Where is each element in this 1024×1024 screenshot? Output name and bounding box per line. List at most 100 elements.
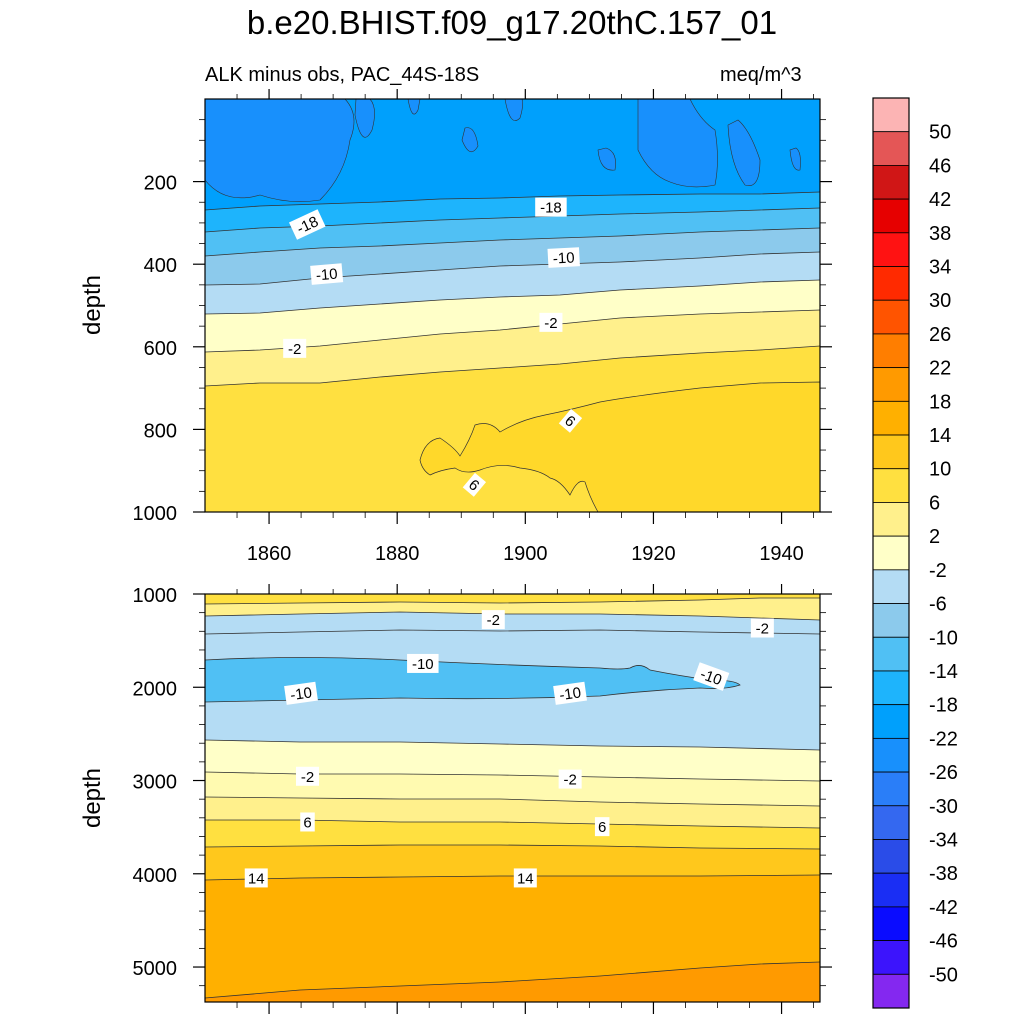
colorbar-swatch [872,771,910,807]
colorbar-swatch [872,502,910,537]
lower-y-tick-label: 1000 [133,585,178,607]
colorbar-swatch [872,973,910,1009]
upper-x-tick-label: 1900 [503,543,548,565]
lower-contour-label-bg [558,769,582,789]
contour-labels: -18-18-10-10-2-266-2 -2-10-10-10 -10-2 -26 6… [244,197,774,888]
lower-contour-label: 6 [594,817,610,837]
lower-contour-label-bg [553,681,588,705]
upper-contour-label-text: -2 [544,315,557,332]
upper-x-tick-label: 1920 [631,543,676,565]
upper-x-tick-label: 1940 [759,543,804,565]
lower-contour-label: -10 [693,662,730,691]
colorbar-swatch [872,940,910,975]
colorbar-tick-label: 50 [929,122,951,144]
colorbar-tick-label: -42 [929,897,958,919]
colorbar-tick-label: -18 [929,695,958,717]
colorbar-tick-label: 22 [929,358,951,380]
lower-y-axis-label: depth [79,768,106,828]
colorbar-swatch [872,468,910,503]
axis-ticks: 200 400 600 800 1000 1860 1880 1900 1920 1940 1000… [133,89,832,1014]
lower-contour-label-bg [594,817,610,837]
lower-contour-label-text: 14 [248,870,265,887]
upper-y-tick-label: 800 [144,420,177,442]
upper-y-tick-label: 200 [144,173,177,195]
colorbar-swatch [872,165,910,200]
lower-contour-label: 14 [513,868,537,888]
lower-contour-label: -10 [407,653,439,673]
colorbar-swatch [872,670,910,706]
lower-contour-label: 14 [244,868,268,888]
lower-contour-label-text: -2 [301,769,314,786]
lower-contour-label-bg [284,681,318,705]
lower-contour-label: -10 [553,681,588,705]
colorbar-tick-label: -50 [929,964,958,986]
upper-contour-label-text: -10 [315,266,338,285]
colorbar-swatch [872,97,910,133]
upper-contour-label-bg [283,338,307,358]
lower-contour-label-bg [750,618,774,638]
lower-contour-label: -2 [750,618,774,638]
colorbar-tick-label: 10 [929,459,951,481]
lower-contour-label-text: -10 [289,684,313,704]
upper-contour-label-bg [558,408,583,433]
lower-contour-label-text: -2 [487,612,500,629]
upper-contour-label: -10 [310,263,344,285]
colorbar-swatch [872,535,910,571]
colorbar-tick-label: 42 [929,189,951,211]
upper-y-tick-label: 1000 [133,503,178,525]
lower-contour-label-text: -10 [412,656,434,673]
upper-contour-label-text: -18 [540,200,562,217]
colorbar-swatch [872,367,910,402]
upper-contour-label-bg [535,197,567,217]
upper-y-tick-label: 400 [144,255,177,277]
lower-plot-frame [204,593,821,1003]
lower-contour-label-bg [693,662,730,691]
colorbar-tick-label: -22 [929,728,958,750]
lower-contour-label-bg [296,766,319,786]
colorbar-tick-label: -26 [929,762,958,784]
upper-contour-label: -2 [539,312,563,332]
lower-y-tick-label: 2000 [133,678,178,700]
colorbar-swatch [872,872,910,908]
colorbar-swatch [872,434,910,470]
colorbar-tick-label: -2 [929,560,947,582]
upper-contour-label-bg [462,472,487,497]
colorbar-tick-label: 30 [929,290,951,312]
colorbar-tick-label: 34 [929,257,951,279]
lower-contour-label: -10 [284,681,318,705]
colorbar-swatch [872,198,910,234]
colorbar-tick-label: 14 [929,425,951,447]
colorbar-swatch [872,737,910,773]
upper-contour-label-bg [547,247,580,268]
lower-contour-label-text: 14 [517,870,534,887]
upper-x-tick-label: 1880 [375,543,420,565]
upper-contour-label-text: -2 [288,341,301,358]
colorbar-swatch [872,636,910,672]
upper-contour-lines [205,191,820,387]
colorbar-tick-label: -10 [929,627,958,649]
upper-y-axis-label: depth [79,275,106,335]
variable-subtitle: ALK minus obs, PAC_44S-18S [205,64,480,86]
colorbar-tick-label: 38 [929,223,951,245]
colorbar-tick-label: 6 [929,492,940,514]
colorbar: 50 46 42 38 34 30 26 22 18 14 10 6 2 -2 -6 -10 -14 -18 -22… [872,97,958,1009]
colorbar-tick-label: -30 [929,796,958,818]
colorbar-tick-label: 46 [929,155,951,177]
colorbar-tick-label: -6 [929,594,947,616]
colorbar-tick-label: -38 [929,863,958,885]
upper-contour-label: -10 [547,247,580,268]
upper-contour-label-bg [539,312,563,332]
colorbar-tick-label: 18 [929,391,951,413]
colorbar-frame [872,97,910,1009]
colorbar-swatch [872,232,910,267]
lower-contour-label: -2 [558,769,582,789]
upper-x-tick-label: 1860 [247,543,292,565]
colorbar-tick-label: -14 [929,661,958,683]
upper-contour-label-bg [310,263,344,285]
colorbar-swatch [872,131,910,166]
colorbar-swatch [872,603,910,638]
upper-contour-label: -18 [535,197,567,217]
lower-contour-label-text: 6 [303,814,311,831]
upper-contour-label: -2 [283,338,307,358]
upper-contour-label: 6 [558,408,583,433]
